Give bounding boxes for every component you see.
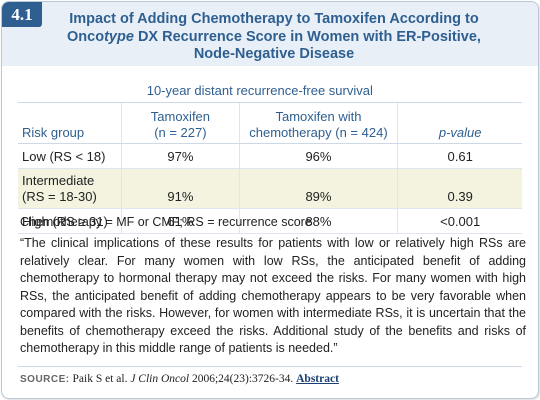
figure-title: Impact of Adding Chemotherapy to Tamoxif… [50, 11, 498, 64]
cell-chemo: 96% [238, 143, 398, 169]
col-header-pvalue-label: p-value [438, 125, 482, 140]
table-row: Low (RS < 18) 97% 96% 0.61 [18, 143, 522, 169]
figure-header: 4.1 Impact of Adding Chemotherapy to Tam… [2, 2, 538, 66]
span-header-row: 10-year distant recurrence-free survival [18, 78, 522, 103]
cell-group-line2: (RS = 18-30) [22, 189, 97, 204]
col-header-tamoxifen-line2: (n = 227) [154, 125, 207, 140]
cell-pvalue: 0.39 [397, 168, 522, 209]
column-header-row: Risk group Tamoxifen (n = 227) Tamoxifen… [18, 102, 522, 144]
cell-tamoxifen: 91% [121, 168, 240, 209]
cell-tamoxifen: 97% [121, 143, 240, 169]
title-line-2-pre: Onco [67, 28, 105, 45]
quote-paragraph: “The clinical implications of these resu… [20, 236, 526, 355]
source-journal: J Clin Oncol [130, 373, 190, 385]
source-volume: 2006;24(23):3726-34. [189, 373, 297, 385]
cell-pvalue: 0.61 [397, 143, 522, 169]
table-row: High (RS ≥ 31) 61% 88% <0.001 [18, 208, 522, 234]
title-line-2-italic: type [104, 28, 134, 45]
col-header-pvalue: p-value [397, 102, 522, 144]
col-header-chemo: Tamoxifen with chemotherapy (n = 424) [238, 102, 398, 144]
title-line-2-post: DX Recurrence Score in Women with ER-Pos… [133, 28, 481, 45]
cell-tamoxifen: 61% [121, 208, 240, 234]
col-header-tamoxifen-line1: Tamoxifen [150, 109, 211, 124]
cell-group-line1: Intermediate [22, 173, 95, 188]
col-header-chemo-line2: chemotherapy (n = 424) [249, 125, 388, 140]
col-header-risk: Risk group [18, 102, 122, 144]
cell-chemo: 89% [238, 168, 398, 209]
title-line-1: Impact of Adding Chemotherapy to Tamoxif… [69, 11, 479, 27]
figure-number-badge: 4.1 [2, 2, 42, 27]
title-line-3: Node-Negative Disease [193, 46, 355, 62]
col-header-tamoxifen: Tamoxifen (n = 227) [121, 102, 240, 144]
cell-pvalue: <0.001 [397, 208, 522, 234]
source-authors: Paik S et al. [69, 373, 131, 385]
span-header: 10-year distant recurrence-free survival [146, 82, 373, 98]
source-label: SOURCE: [20, 374, 70, 385]
source-citation: SOURCE: Paik S et al. J Clin Oncol 2006;… [20, 373, 339, 385]
cell-chemo: 88% [238, 208, 398, 234]
cell-group: High (RS ≥ 31) [18, 208, 122, 234]
abstract-link[interactable]: Abstract [296, 373, 339, 385]
table-row: Intermediate (RS = 18-30) 91% 89% 0.39 [18, 168, 522, 209]
cell-group: Intermediate (RS = 18-30) [18, 168, 122, 209]
cell-group: Low (RS < 18) [18, 143, 122, 169]
source-divider [18, 366, 522, 367]
table-footnote: Chemotherapy = MF or CMF; RS = recurrenc… [20, 215, 312, 229]
col-header-chemo-line1: Tamoxifen with [275, 109, 362, 124]
results-table: 10-year distant recurrence-free survival… [18, 78, 522, 234]
